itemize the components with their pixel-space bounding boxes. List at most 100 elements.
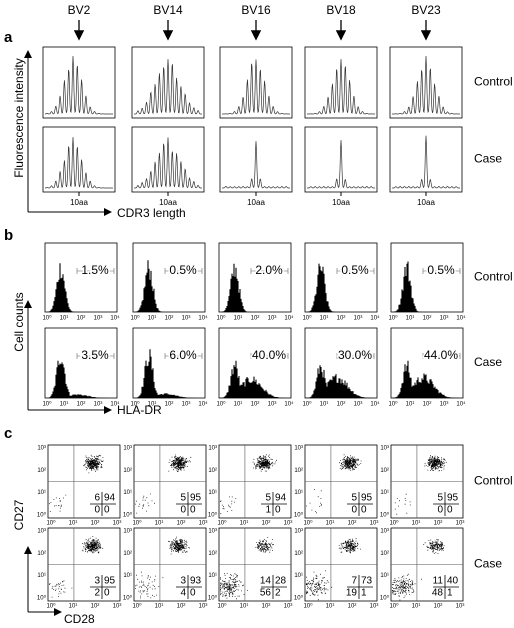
y-tick-label: 10³ bbox=[208, 529, 217, 535]
spectratype-trace bbox=[222, 141, 290, 189]
y-tick-label: 10³ bbox=[294, 446, 303, 452]
row-label: Control bbox=[474, 474, 513, 488]
quadrant-value: 95 bbox=[361, 493, 373, 504]
x-tick-label: 10¹ bbox=[406, 316, 415, 322]
x-tick-label: 10⁴ bbox=[110, 315, 120, 322]
x-tick-label: 10¹ bbox=[60, 316, 69, 322]
y-tick-label: 10¹ bbox=[123, 573, 132, 579]
quadrant-divider bbox=[261, 492, 287, 516]
quadrant-divider bbox=[261, 575, 287, 599]
column-label: BV18 bbox=[326, 3, 356, 17]
x-tick-label: 10aa bbox=[70, 198, 88, 207]
quadrant-value: 95 bbox=[104, 576, 116, 587]
histogram bbox=[46, 360, 107, 398]
column-label: BV14 bbox=[153, 3, 183, 17]
quadrant-value: 6 bbox=[94, 493, 100, 504]
x-tick-label: 10¹ bbox=[240, 521, 249, 527]
quadrant-value: 40 bbox=[447, 576, 459, 587]
percentage: 0.5% bbox=[341, 263, 369, 277]
x-tick-label: 10⁴ bbox=[370, 315, 380, 322]
x-tick-label: 10³ bbox=[94, 316, 103, 322]
gate bbox=[76, 268, 115, 274]
y-tick-label: 10⁰ bbox=[208, 512, 218, 519]
x-tick-label: 10³ bbox=[284, 521, 293, 527]
x-tick-label: 10⁰ bbox=[389, 603, 399, 610]
quadrant-value: 7 bbox=[351, 576, 357, 587]
x-tick-label: 10³ bbox=[94, 402, 103, 408]
row-label: Control bbox=[474, 75, 513, 89]
x-tick-label: 10² bbox=[348, 604, 357, 610]
quadrant-divider bbox=[90, 492, 116, 516]
x-tick-label: 10³ bbox=[370, 604, 379, 610]
y-tick-label: 10³ bbox=[123, 446, 132, 452]
x-tick-label: 10⁰ bbox=[42, 315, 52, 322]
quadrant-value: 0 bbox=[180, 505, 186, 516]
percentage: 30.0% bbox=[338, 348, 372, 362]
quadrant-value: 48 bbox=[432, 588, 444, 599]
quadrant-value: 1 bbox=[265, 505, 271, 516]
x-axis-label: CDR3 length bbox=[117, 206, 186, 220]
x-tick-label: 10¹ bbox=[148, 316, 157, 322]
gate bbox=[422, 268, 461, 274]
quadrant-value: 3 bbox=[94, 576, 100, 587]
quadrant-value: 28 bbox=[275, 576, 287, 587]
x-tick-label: 10³ bbox=[199, 521, 208, 527]
quadrant-value: 0 bbox=[190, 588, 196, 599]
y-tick-label: 10² bbox=[208, 551, 217, 557]
x-tick-label: 10³ bbox=[182, 402, 191, 408]
quadrant-value: 5 bbox=[180, 493, 186, 504]
y-tick-label: 10⁰ bbox=[294, 512, 304, 519]
quadrant-value: 11 bbox=[433, 576, 444, 587]
x-tick-label: 10⁴ bbox=[284, 315, 294, 322]
gate bbox=[336, 353, 375, 359]
quadrant-value: 1 bbox=[361, 588, 367, 599]
y-tick-label: 10⁰ bbox=[294, 595, 304, 602]
x-tick-label: 10² bbox=[348, 521, 357, 527]
spectratype-trace bbox=[392, 55, 460, 115]
quadrant-value: 95 bbox=[447, 493, 459, 504]
x-tick-label: 10² bbox=[251, 316, 260, 322]
plot-frame bbox=[390, 242, 464, 313]
y-tick-label: 10¹ bbox=[37, 490, 46, 496]
x-tick-label: 10² bbox=[91, 521, 100, 527]
x-tick-label: 10⁰ bbox=[42, 401, 52, 408]
x-tick-label: 10aa bbox=[159, 198, 177, 207]
histogram bbox=[391, 360, 459, 398]
dots bbox=[220, 454, 277, 515]
quadrant-value: 0 bbox=[437, 505, 443, 516]
quadrant-value: 94 bbox=[275, 493, 287, 504]
x-tick-label: 10³ bbox=[113, 604, 122, 610]
plot-frame bbox=[218, 242, 292, 313]
x-tick-label: 10⁴ bbox=[110, 401, 120, 408]
histogram bbox=[134, 349, 195, 398]
x-tick-label: 10² bbox=[91, 604, 100, 610]
x-tick-label: 10¹ bbox=[412, 521, 421, 527]
x-tick-label: 10² bbox=[251, 402, 260, 408]
quadrant-divider bbox=[347, 492, 373, 516]
x-tick-label: 10¹ bbox=[234, 316, 243, 322]
x-tick-label: 10³ bbox=[354, 402, 363, 408]
column-label: BV2 bbox=[68, 3, 91, 17]
x-tick-label: 10⁰ bbox=[217, 603, 227, 610]
x-tick-label: 10³ bbox=[199, 604, 208, 610]
x-tick-label: 10⁰ bbox=[46, 520, 56, 527]
y-tick-label: 10⁰ bbox=[123, 512, 133, 519]
x-tick-label: 10⁰ bbox=[46, 603, 56, 610]
quadrant-value: 2 bbox=[94, 588, 100, 599]
percentage: 2.0% bbox=[255, 263, 283, 277]
x-tick-label: 10² bbox=[77, 316, 86, 322]
gate bbox=[336, 268, 375, 274]
quadrant-value: 2 bbox=[275, 588, 281, 599]
quadrant-value: 73 bbox=[361, 576, 373, 587]
x-tick-label: 10² bbox=[434, 521, 443, 527]
spectratype-trace bbox=[222, 59, 290, 115]
y-tick-label: 10² bbox=[208, 468, 217, 474]
x-tick-label: 10⁴ bbox=[198, 315, 208, 322]
x-tick-label: 10² bbox=[177, 521, 186, 527]
y-axis-label: Cell counts bbox=[12, 292, 26, 351]
x-tick-label: 10³ bbox=[456, 604, 465, 610]
column-label: BV16 bbox=[241, 3, 271, 17]
dots bbox=[220, 537, 274, 600]
x-tick-label: 10⁰ bbox=[130, 315, 140, 322]
x-tick-label: 10³ bbox=[354, 316, 363, 322]
